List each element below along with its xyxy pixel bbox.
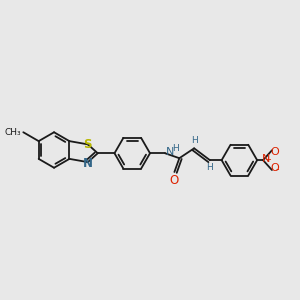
Text: N: N (262, 154, 270, 164)
Text: O: O (170, 174, 179, 187)
Text: CH₃: CH₃ (5, 128, 21, 137)
Text: +: + (264, 155, 271, 164)
Text: O: O (270, 147, 279, 157)
Text: H: H (191, 136, 197, 146)
Text: O: O (270, 163, 279, 173)
Text: S: S (84, 138, 92, 151)
Text: N: N (83, 157, 93, 169)
Text: H: H (206, 163, 213, 172)
Text: N: N (166, 147, 174, 157)
Text: H: H (172, 144, 179, 153)
Text: -: - (276, 164, 279, 174)
